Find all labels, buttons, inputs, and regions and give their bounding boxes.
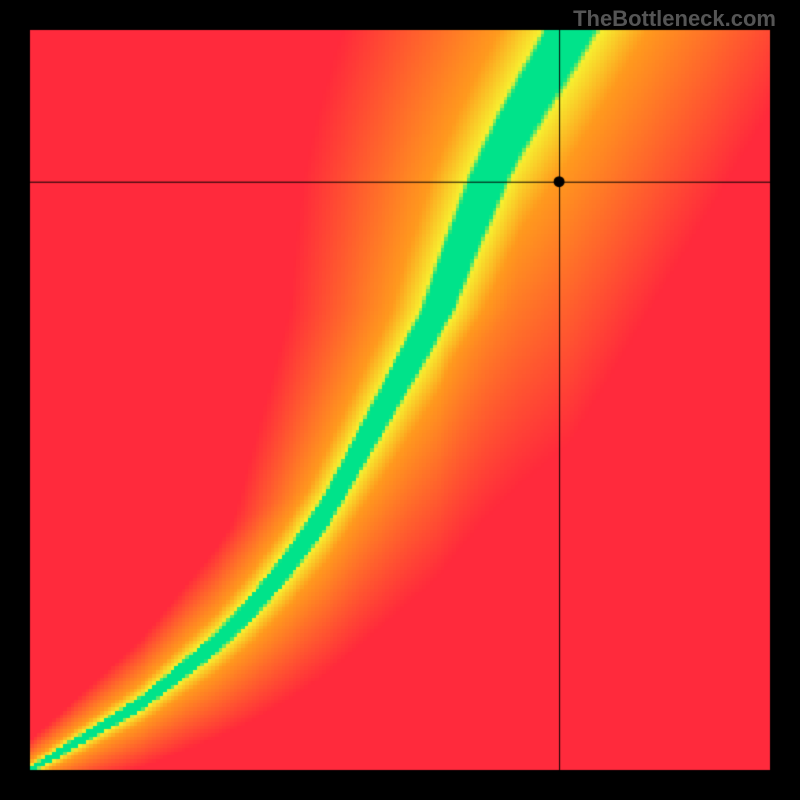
watermark-text: TheBottleneck.com bbox=[573, 6, 776, 32]
heatmap-canvas bbox=[0, 0, 800, 800]
chart-container: { "watermark": { "text": "TheBottleneck.… bbox=[0, 0, 800, 800]
